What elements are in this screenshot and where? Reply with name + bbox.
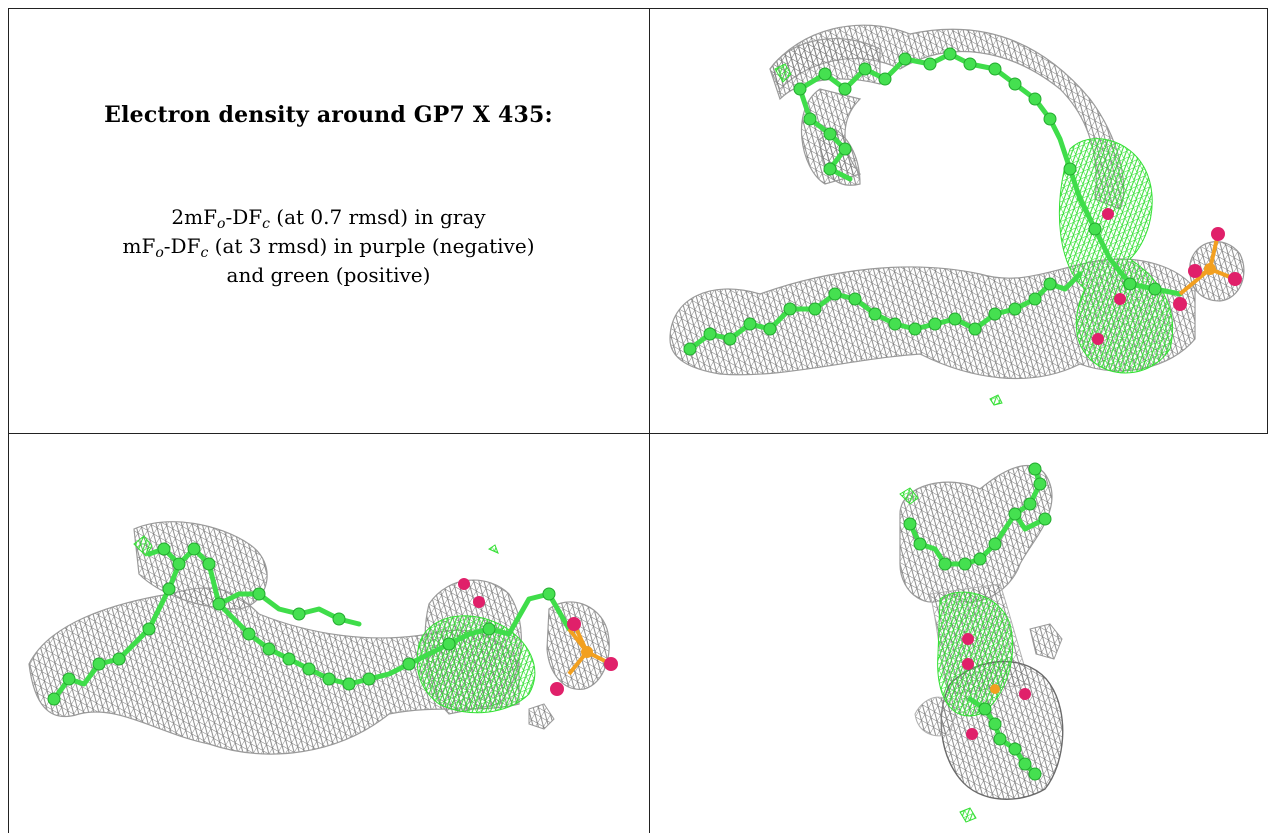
table-right-border (1267, 8, 1268, 433)
table-middle-divider (649, 8, 650, 833)
phosphate-group (458, 578, 618, 696)
density-view-bottom-right (899, 462, 1064, 823)
table-left-border (8, 8, 9, 833)
legend-line-2: mFo-DFc (at 3 rmsd) in purple (negative) (122, 234, 535, 261)
table-top-border (8, 8, 1268, 9)
density-view-top-right (669, 24, 1245, 406)
legend-text: 2mFo-DFc (at 0.7 rmsd) in gray mFo-DFc (… (8, 203, 649, 290)
mesh-gray-upper (899, 464, 1053, 603)
mesh-green-positive (1058, 138, 1174, 374)
legend-line-1: 2mFo-DFc (at 0.7 rmsd) in gray (171, 205, 486, 232)
oxygen-atoms (962, 633, 1031, 740)
phosphate-group (1092, 208, 1242, 345)
density-view-bottom-left (28, 521, 618, 755)
panel-bottom-right (650, 434, 1267, 833)
legend-line-3: and green (positive) (226, 263, 431, 287)
panel-top-right (650, 9, 1267, 433)
panel-bottom-left (9, 434, 649, 833)
table-row-divider (8, 433, 1268, 434)
caption-cell: Electron density around GP7 X 435: 2mFo-… (8, 8, 649, 434)
figure-title: Electron density around GP7 X 435: (104, 102, 553, 128)
